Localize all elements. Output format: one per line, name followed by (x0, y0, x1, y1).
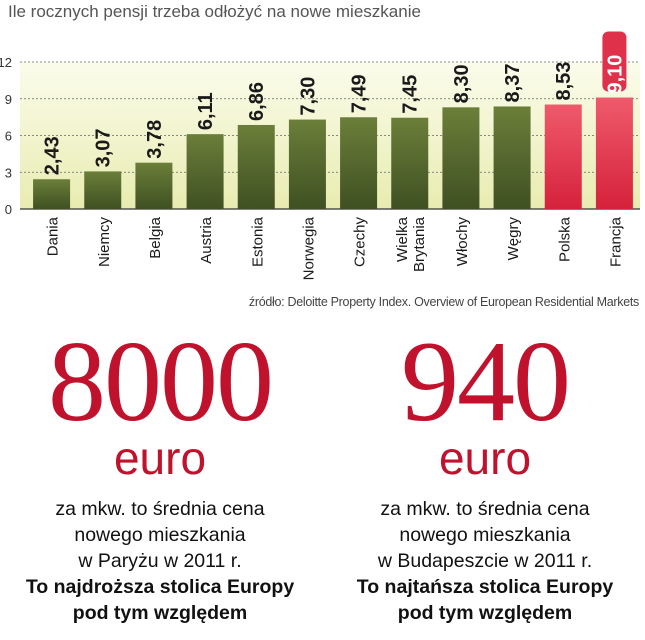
category-label: Niemcy (96, 217, 113, 268)
stat-line: za mkw. to średnia cena (55, 498, 265, 520)
category-label: Węgry (505, 217, 522, 261)
category-label: Czechy (352, 217, 369, 268)
value-label: 2,43 (42, 136, 64, 175)
value-label: 8,30 (451, 64, 473, 103)
stat-bold-line: To najtańsza stolica Europy (356, 576, 614, 598)
stat-line: nowego mieszkania (399, 524, 571, 546)
value-label: 3,78 (144, 120, 166, 159)
value-label: 7,45 (400, 75, 422, 114)
category-label: Polska (556, 216, 573, 262)
stat-description: za mkw. to średnia cena nowego mieszkani… (0, 496, 320, 626)
bar-chart: 2,43 3,07 3,78 6,11 6,86 7,30 7,49 7,45 8,30 8,37… (0, 31, 640, 280)
value-label: 7,30 (297, 77, 319, 116)
stat-number: 940 (401, 318, 571, 446)
stat-description: za mkw. to średnia cena nowego mieszkani… (325, 496, 645, 626)
stat-unit: euro (113, 432, 207, 484)
bar (135, 162, 173, 209)
value-label: 3,07 (93, 128, 115, 167)
category-label: Dania (45, 216, 62, 256)
bar (595, 97, 633, 209)
stat-unit: euro (438, 432, 532, 484)
category-label: Austria (198, 216, 215, 263)
category-label: Włochy (454, 217, 471, 267)
value-label: 6,11 (195, 92, 217, 130)
value-label: 9,10 (604, 55, 626, 94)
value-label: 8,37 (502, 64, 524, 103)
category-label: Estonia (249, 216, 266, 267)
y-tick-label: 6 (5, 129, 12, 144)
bar (493, 106, 531, 209)
value-label: 6,86 (246, 82, 268, 121)
bar (340, 117, 378, 209)
category-label: Francja (607, 216, 624, 267)
bar (237, 124, 275, 209)
stat-bold-line: pod tym względem (397, 602, 573, 624)
stat-bold-line: pod tym względem (72, 602, 248, 624)
source-note: źródło: Deloitte Property Index. Overvie… (248, 295, 639, 309)
category-label: Norwegia (300, 216, 317, 280)
category-label: Brytania (411, 216, 428, 272)
bar (84, 171, 122, 209)
stat-budapest: 940 euro za mkw. to średnia cena nowego … (325, 318, 645, 626)
bar (544, 104, 582, 209)
stat-line: za mkw. to średnia cena (380, 498, 590, 520)
bar (442, 107, 480, 209)
stat-paris: 8000 euro za mkw. to średnia cena nowego… (0, 318, 320, 626)
stat-bold-line: To najdroższa stolica Europy (25, 576, 295, 598)
y-tick-label: 3 (5, 165, 12, 180)
chart-title: Ile rocznych pensji trzeba odłożyć na no… (8, 2, 421, 21)
value-label-badge (602, 31, 627, 92)
stat-line: w Budapeszcie w 2011 r. (377, 550, 593, 572)
stat-line: w Paryżu w 2011 r. (78, 550, 242, 572)
bar (391, 117, 429, 209)
stat-line: nowego mieszkania (74, 524, 246, 546)
y-tick-label: 9 (5, 92, 12, 107)
stat-number: 8000 (48, 318, 274, 446)
bar (33, 179, 71, 209)
y-tick-label: 0 (5, 202, 12, 217)
value-label: 8,53 (553, 62, 575, 101)
bar (288, 119, 326, 209)
category-label: Wielka (394, 216, 411, 262)
value-label: 7,49 (349, 74, 371, 113)
bar (186, 134, 224, 209)
y-tick-label: 12 (0, 55, 12, 70)
category-label: Belgia (147, 216, 164, 258)
